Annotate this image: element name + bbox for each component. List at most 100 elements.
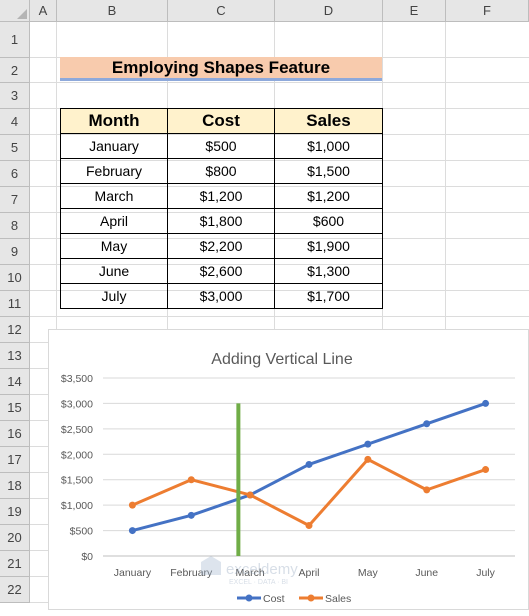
month-cell[interactable]: March <box>60 183 168 209</box>
row-header-18[interactable]: 18 <box>0 473 30 499</box>
cost-cell[interactable]: $800 <box>167 158 275 184</box>
select-all-triangle-icon <box>17 9 27 19</box>
y-tick-label: $2,500 <box>61 424 93 436</box>
table-row: June $2,600 $1,300 <box>60 258 383 284</box>
data-table: Month Cost Sales January $500 $1,000 Februa… <box>60 108 383 309</box>
cost-cell[interactable]: $500 <box>167 133 275 159</box>
x-tick-label: February <box>170 567 213 579</box>
x-tick-label: March <box>236 567 265 579</box>
row-header-3[interactable]: 3 <box>0 83 30 109</box>
cost-header[interactable]: Cost <box>167 108 275 134</box>
y-tick-label: $0 <box>81 551 93 563</box>
month-cell[interactable]: June <box>60 258 168 284</box>
row-header-10[interactable]: 10 <box>0 265 30 291</box>
row-header-21[interactable]: 21 <box>0 551 30 577</box>
x-tick-label: May <box>358 567 379 579</box>
chart-canvas: Adding Vertical Line $0 $500 $1,000 $1,500 $2… <box>61 351 515 605</box>
legend-label-sales: Sales <box>325 593 351 605</box>
row-header-12[interactable]: 12 <box>0 317 30 343</box>
cost-cell[interactable]: $3,000 <box>167 283 275 309</box>
row-header-17[interactable]: 17 <box>0 447 30 473</box>
cost-cell[interactable]: $2,200 <box>167 233 275 259</box>
sales-cell[interactable]: $1,700 <box>274 283 383 309</box>
y-tick-label: $500 <box>70 526 94 538</box>
data-point-cost <box>482 399 490 407</box>
month-header[interactable]: Month <box>60 108 168 134</box>
row-header-13[interactable]: 13 <box>0 343 30 369</box>
data-point-sales <box>364 455 372 463</box>
sales-cell[interactable]: $1,200 <box>274 183 383 209</box>
row-header-19[interactable]: 19 <box>0 499 30 525</box>
sales-cell[interactable]: $600 <box>274 208 383 234</box>
legend-marker-sales <box>307 594 315 602</box>
data-point-cost <box>423 420 431 428</box>
x-tick-label: July <box>476 567 495 579</box>
sheet-title-cell[interactable]: Employing Shapes Feature <box>60 57 382 81</box>
row-header-8[interactable]: 8 <box>0 213 30 239</box>
line-chart[interactable]: Adding Vertical Line $0 $500 $1,000 $1,500 $2… <box>48 329 529 610</box>
month-cell[interactable]: February <box>60 158 168 184</box>
table-row: May $2,200 $1,900 <box>60 233 383 259</box>
cost-cell[interactable]: $1,800 <box>167 208 275 234</box>
column-header-b[interactable]: B <box>57 0 168 22</box>
y-tick-label: $3,000 <box>61 398 93 410</box>
table-row: March $1,200 $1,200 <box>60 183 383 209</box>
watermark-tagline: EXCEL · DATA · BI <box>229 579 288 586</box>
row-header-20[interactable]: 20 <box>0 525 30 551</box>
legend-label-cost: Cost <box>263 593 285 605</box>
cost-cell[interactable]: $1,200 <box>167 183 275 209</box>
data-point-cost <box>187 511 195 519</box>
x-tick-label: January <box>114 567 152 579</box>
x-tick-label: April <box>298 567 319 579</box>
watermark-house-icon <box>201 556 221 575</box>
column-header-f[interactable]: F <box>446 0 529 22</box>
column-header-a[interactable]: A <box>30 0 57 22</box>
sales-cell[interactable]: $1,000 <box>274 133 383 159</box>
sales-cell[interactable]: $1,900 <box>274 233 383 259</box>
month-cell[interactable]: May <box>60 233 168 259</box>
data-point-cost <box>128 527 136 535</box>
month-cell[interactable]: April <box>60 208 168 234</box>
sales-header[interactable]: Sales <box>274 108 383 134</box>
y-tick-label: $1,500 <box>61 475 93 487</box>
row-header-6[interactable]: 6 <box>0 161 30 187</box>
x-tick-label: June <box>415 567 438 579</box>
row-header-7[interactable]: 7 <box>0 187 30 213</box>
legend-marker-cost <box>245 594 253 602</box>
data-point-sales <box>246 491 254 499</box>
table-row: April $1,800 $600 <box>60 208 383 234</box>
y-tick-label: $2,000 <box>61 449 93 461</box>
row-header-16[interactable]: 16 <box>0 421 30 447</box>
row-header-1[interactable]: 1 <box>0 22 30 58</box>
data-point-sales <box>482 466 490 474</box>
row-header-9[interactable]: 9 <box>0 239 30 265</box>
table-row: July $3,000 $1,700 <box>60 283 383 309</box>
row-header-5[interactable]: 5 <box>0 135 30 161</box>
column-header-e[interactable]: E <box>383 0 446 22</box>
data-point-cost <box>364 440 372 448</box>
column-header-d[interactable]: D <box>275 0 383 22</box>
month-cell[interactable]: January <box>60 133 168 159</box>
chart-title: Adding Vertical Line <box>211 351 353 368</box>
sales-cell[interactable]: $1,500 <box>274 158 383 184</box>
month-cell[interactable]: July <box>60 283 168 309</box>
select-all-button[interactable] <box>0 0 30 22</box>
sales-cell[interactable]: $1,300 <box>274 258 383 284</box>
row-header-4[interactable]: 4 <box>0 109 30 135</box>
y-tick-label: $1,000 <box>61 500 93 512</box>
table-row: January $500 $1,000 <box>60 133 383 159</box>
row-header-22[interactable]: 22 <box>0 577 30 603</box>
table-row: February $800 $1,500 <box>60 158 383 184</box>
table-header-row: Month Cost Sales <box>60 108 383 134</box>
row-gridline <box>30 316 529 317</box>
row-header-11[interactable]: 11 <box>0 291 30 317</box>
column-header-c[interactable]: C <box>168 0 275 22</box>
cost-cell[interactable]: $2,600 <box>167 258 275 284</box>
row-header-15[interactable]: 15 <box>0 395 30 421</box>
data-point-sales <box>128 501 136 509</box>
row-header-2[interactable]: 2 <box>0 58 30 83</box>
row-header-14[interactable]: 14 <box>0 369 30 395</box>
data-point-sales <box>187 476 195 484</box>
